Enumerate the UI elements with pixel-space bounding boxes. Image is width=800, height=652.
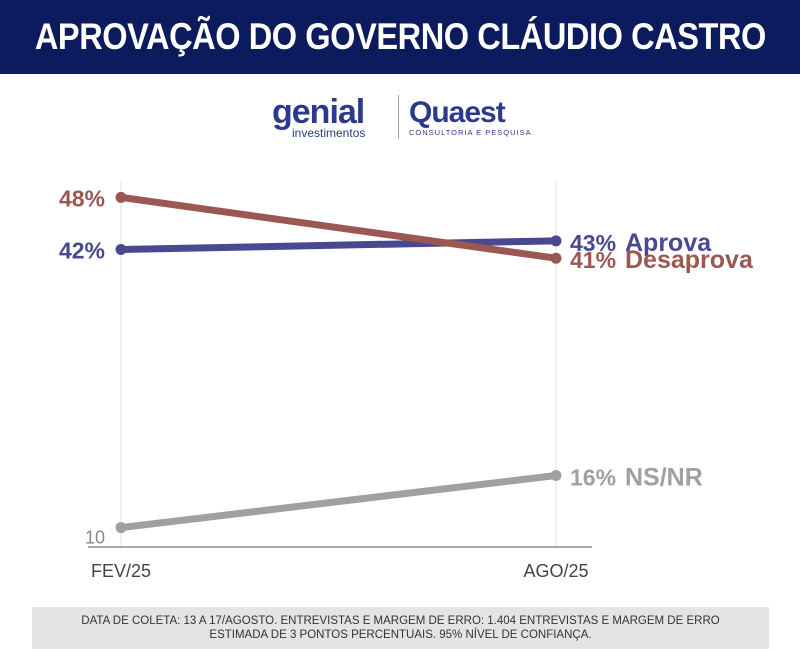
x-tick-label: FEV/25 bbox=[91, 561, 151, 581]
line-chart: FEV/25 AGO/25 42% 43% Aprova 48% 41% Desaprova 1… bbox=[59, 180, 754, 581]
series-line-desaprova bbox=[117, 193, 560, 262]
header-bar: APROVAÇÃO DO GOVERNO CLÁUDIO CASTRO bbox=[0, 0, 800, 74]
series-label-ns-nr: NS/NR bbox=[625, 463, 703, 491]
data-point-ns-nr-start bbox=[115, 522, 127, 534]
genial-logo: genial investimentos bbox=[272, 95, 390, 139]
footnote: DATA DE COLETA: 13 A 17/AGOSTO. ENTREVIS… bbox=[32, 607, 769, 649]
data-label-aprova-start: 42% bbox=[59, 238, 105, 264]
data-point-desaprova-end bbox=[550, 252, 562, 264]
genial-brand: genial bbox=[272, 93, 365, 131]
page-title: APROVAÇÃO DO GOVERNO CLÁUDIO CASTRO bbox=[34, 16, 766, 57]
series-line-aprova bbox=[117, 237, 560, 254]
x-tick-label: AGO/25 bbox=[523, 561, 588, 581]
footnote-text: DATA DE COLETA: 13 A 17/AGOSTO. ENTREVIS… bbox=[81, 615, 720, 641]
quaest-subtitle: CONSULTORIA E PESQUISA bbox=[409, 127, 532, 137]
data-label-ns-nr-start: 10 bbox=[85, 528, 105, 548]
data-label-aprova-end: 43% bbox=[570, 230, 616, 256]
sponsor-logos: genial investimentos Quaest CONSULTORIA … bbox=[272, 92, 532, 142]
quaest-logo: Quaest CONSULTORIA E PESQUISA bbox=[409, 95, 532, 137]
data-point-desaprova-start bbox=[115, 191, 127, 203]
data-point-aprova-end bbox=[550, 235, 562, 247]
quaest-brand: Quaest bbox=[409, 95, 506, 129]
data-label-desaprova-end: 41% bbox=[570, 247, 616, 273]
logo-divider bbox=[398, 95, 399, 139]
series-line-ns-nr bbox=[117, 471, 560, 532]
series-label-aprova: Aprova bbox=[625, 229, 712, 257]
data-point-ns-nr-end bbox=[550, 469, 562, 481]
genial-subtitle: investimentos bbox=[292, 126, 366, 140]
data-label-ns-nr-end: 16% bbox=[570, 464, 616, 490]
data-point-aprova-start bbox=[115, 244, 127, 256]
data-label-desaprova-start: 48% bbox=[59, 185, 105, 211]
series-label-desaprova: Desaprova bbox=[625, 246, 754, 274]
